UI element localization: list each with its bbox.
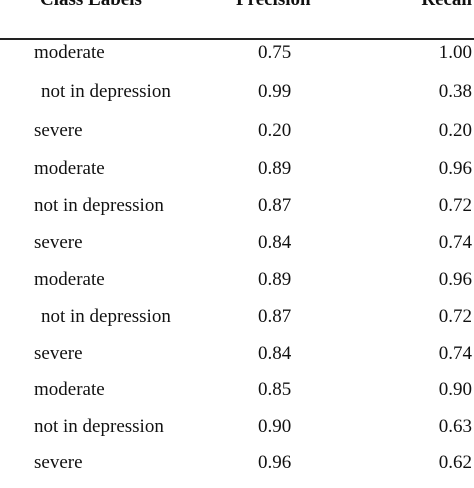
table-row: severe 0.84 0.74	[0, 342, 474, 379]
table-row: severe 0.96 0.62	[0, 451, 474, 488]
row-precision: 0.96	[258, 452, 292, 473]
header-class-labels: Class Labels	[40, 0, 142, 12]
table-row: not in depression 0.87 0.72	[0, 305, 474, 342]
row-precision: 0.84	[258, 343, 292, 364]
row-recall: 0.72	[438, 195, 472, 216]
table-row: not in depression 0.99 0.38	[0, 80, 474, 117]
row-label: not in depression	[41, 81, 171, 102]
row-recall: 1.00	[438, 42, 472, 63]
table-row: moderate 0.85 0.90	[0, 378, 474, 415]
row-label: moderate	[34, 269, 105, 290]
metrics-table: Class Labels Precision Recall moderate 0…	[0, 0, 474, 473]
row-label: moderate	[34, 42, 105, 63]
row-precision: 0.99	[258, 81, 292, 102]
table-row: not in depression 0.87 0.72	[0, 194, 474, 231]
row-label: severe	[34, 343, 83, 364]
row-recall: 0.20	[438, 120, 472, 141]
header-precision: Precision	[236, 0, 311, 12]
row-label: severe	[34, 120, 83, 141]
row-precision: 0.87	[258, 306, 292, 327]
table-row: moderate 0.89 0.96	[0, 157, 474, 194]
row-label: severe	[34, 232, 83, 253]
row-recall: 0.72	[438, 306, 472, 327]
row-label: moderate	[34, 158, 105, 179]
row-precision: 0.89	[258, 158, 292, 179]
row-precision: 0.20	[258, 120, 292, 141]
row-recall: 0.90	[438, 379, 472, 400]
row-recall: 0.96	[438, 269, 472, 290]
row-label: moderate	[34, 379, 105, 400]
row-precision: 0.75	[258, 42, 292, 63]
header-rule	[0, 38, 474, 40]
row-recall: 0.74	[438, 343, 472, 364]
row-recall: 0.96	[438, 158, 472, 179]
row-precision: 0.89	[258, 269, 292, 290]
table-header: Class Labels Precision Recall	[0, 0, 474, 28]
row-label: not in depression	[41, 306, 171, 327]
row-precision: 0.84	[258, 232, 292, 253]
row-label: severe	[34, 452, 83, 473]
row-precision: 0.87	[258, 195, 292, 216]
header-recall: Recall	[421, 0, 472, 12]
row-recall: 0.38	[438, 81, 472, 102]
row-precision: 0.85	[258, 379, 292, 400]
row-recall: 0.62	[438, 452, 472, 473]
row-label: not in depression	[34, 195, 164, 216]
row-recall: 0.63	[438, 416, 472, 437]
table-row: moderate 0.75 1.00	[0, 41, 474, 78]
row-label: not in depression	[34, 416, 164, 437]
row-precision: 0.90	[258, 416, 292, 437]
table-row: moderate 0.89 0.96	[0, 268, 474, 305]
row-recall: 0.74	[438, 232, 472, 253]
table-row: severe 0.20 0.20	[0, 119, 474, 156]
table-row: not in depression 0.90 0.63	[0, 415, 474, 452]
table-row: severe 0.84 0.74	[0, 231, 474, 268]
